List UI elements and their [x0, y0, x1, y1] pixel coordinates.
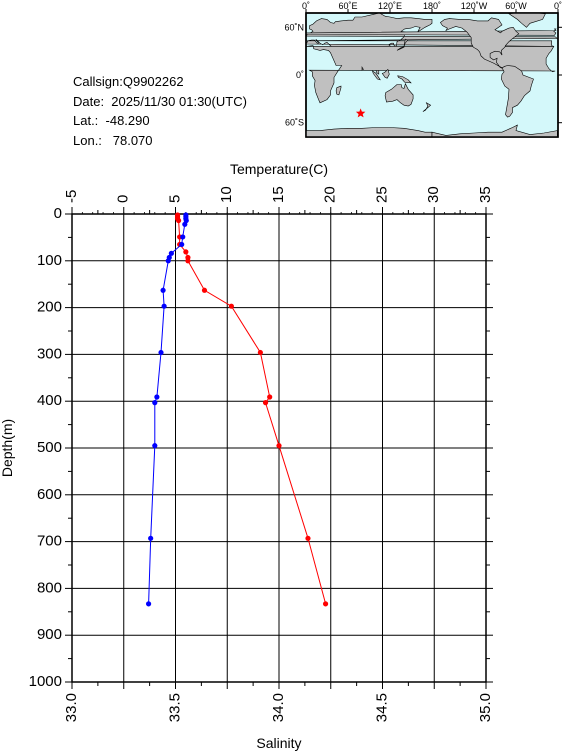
temperature-tick-label: 0 — [115, 195, 132, 203]
salinity-tick-label: 33.5 — [166, 693, 183, 722]
salinity-data-point — [158, 349, 164, 356]
float-location-marker — [355, 108, 366, 118]
salinity-data-point — [152, 443, 158, 449]
temperature-tick-label: 15 — [270, 186, 287, 203]
latitude-text: Lat.: -48.290 — [73, 113, 150, 128]
depth-tick-label: 0 — [54, 205, 62, 222]
plot-series — [145, 212, 329, 607]
borneo-land — [381, 68, 390, 79]
salinity-tick-label: 33.0 — [63, 693, 80, 722]
salinity-data-point — [168, 250, 174, 256]
map-lon-label: 60˚E — [338, 1, 357, 11]
temperature-data-point — [228, 303, 234, 309]
salinity-data-point — [180, 234, 186, 240]
sri-lanka-land — [361, 66, 364, 71]
temperature-data-point — [262, 400, 269, 406]
temperature-tick-label: 35 — [477, 186, 494, 203]
new-guinea-land — [397, 75, 412, 84]
salinity-data-point — [148, 535, 154, 541]
salinity-tick-label: 34.5 — [373, 693, 390, 722]
depth-tick-label: 600 — [37, 486, 62, 503]
new-zealand-land — [422, 102, 432, 112]
depth-tick-label: 300 — [37, 345, 62, 362]
temperature-tick-label: 30 — [425, 186, 442, 203]
depth-tick-label: 800 — [37, 579, 62, 596]
temperature-data-point — [185, 258, 191, 264]
temperature-tick-label: 25 — [373, 186, 390, 203]
float-info: Callsign:Q9902262 Date: 2025/11/30 01:30… — [73, 72, 247, 150]
map-land — [305, 12, 559, 138]
temperature-tick-label: 20 — [322, 186, 339, 203]
salinity-data-point — [182, 221, 188, 227]
madagascar-land — [335, 85, 342, 96]
salinity-data-point — [160, 287, 166, 293]
salinity-data-point — [154, 394, 160, 400]
salinity-data-point — [179, 241, 185, 248]
depth-tick-label: 100 — [37, 252, 62, 269]
temperature-data-point — [257, 349, 263, 356]
salinity-profile-line — [148, 214, 187, 604]
depth-tick-label: 500 — [37, 439, 62, 456]
map-lon-label: 120˚E — [378, 1, 402, 11]
temperature-tick-label: 5 — [166, 195, 183, 203]
temperature-data-point — [276, 443, 282, 449]
temperature-tick-label: 10 — [218, 186, 235, 203]
north-america-land — [439, 17, 520, 69]
salinity-tick-label: 35.0 — [477, 693, 494, 722]
salinity-data-point — [161, 303, 167, 309]
depth-tick-label: 400 — [37, 392, 62, 409]
map-lat-label: 60˚S — [285, 118, 304, 128]
callsign-text: Callsign:Q9902262 — [73, 74, 184, 89]
temperature-data-point — [322, 601, 329, 607]
temperature-data-point — [305, 535, 311, 541]
temperature-tick-label: -5 — [63, 190, 80, 203]
south-america-land — [500, 65, 534, 118]
depth-tick-label: 200 — [37, 299, 62, 316]
date-text: Date: 2025/11/30 01:30(UTC) — [73, 93, 247, 109]
map-labels: 0˚ 60˚E 120˚E 180˚ 120˚W 60˚W 0˚ 60˚N 0˚ 60˚S — [284, 1, 562, 128]
map-frame — [305, 9, 562, 138]
depth-tick-label: 900 — [37, 626, 62, 643]
japan-land — [396, 38, 408, 51]
depth-tick-label: 1000 — [29, 673, 62, 690]
map-lon-label: 0˚ — [554, 1, 562, 11]
map-lon-label: 180˚ — [423, 1, 441, 11]
star-icon — [355, 108, 366, 118]
salinity-data-point — [165, 258, 171, 264]
australia-land — [384, 82, 414, 107]
temperature-axis-title: Temperature(C) — [230, 161, 328, 177]
sumatra-land — [371, 70, 381, 81]
temperature-data-point — [201, 287, 208, 293]
map-lat-label: 0˚ — [296, 70, 304, 80]
location-map: 0˚ 60˚E 120˚E 180˚ 120˚W 60˚W 0˚ 60˚N 0˚ 60˚S — [284, 1, 562, 138]
plot-ticks — [65, 207, 493, 689]
salinity-tick-label: 34.0 — [270, 693, 287, 722]
salinity-data-point — [145, 601, 152, 607]
temperature-data-point — [183, 249, 189, 255]
longitude-text: Lon.: 78.070 — [73, 132, 153, 148]
temperature-data-point — [267, 394, 273, 400]
temperature-profile-line — [177, 214, 327, 604]
depth-tick-label: 700 — [37, 533, 62, 550]
map-lon-label: 60˚W — [505, 1, 527, 11]
salinity-axis-title: Salinity — [256, 735, 301, 751]
map-lon-label: 0˚ — [302, 1, 310, 11]
depth-axis-title: Depth(m) — [0, 419, 15, 477]
map-lat-label: 60˚N — [284, 22, 304, 32]
temperature-data-point — [176, 217, 182, 224]
map-lon-label: 120˚W — [461, 1, 488, 11]
salinity-data-point — [152, 400, 158, 406]
